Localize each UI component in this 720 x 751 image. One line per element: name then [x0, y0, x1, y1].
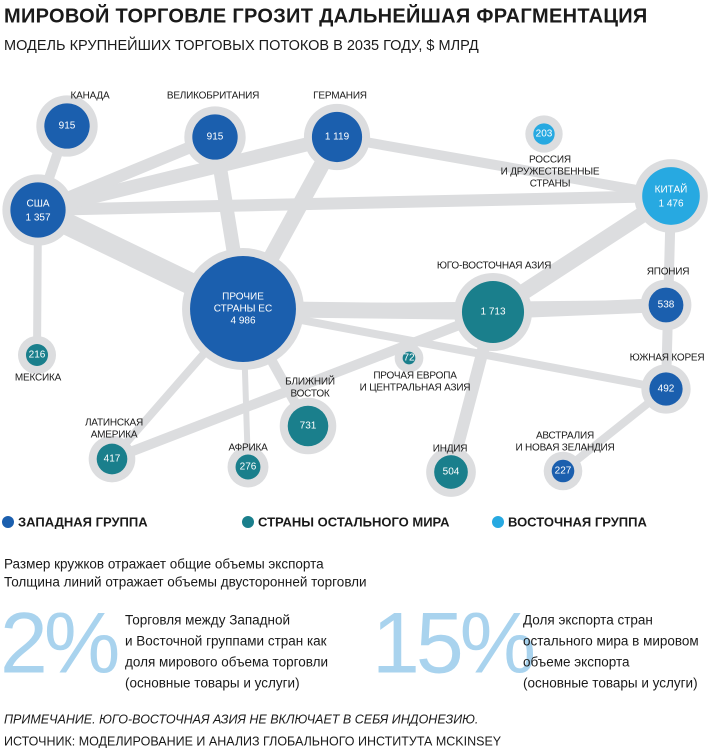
trade-link: [31, 130, 344, 217]
stats: 2% Торговля между Западной и Восточной гру…: [0, 596, 699, 692]
node-label: СТРАНЫ ЕС: [214, 304, 272, 315]
stat-text: Доля экспорта стран: [523, 613, 653, 628]
node-value: 504: [443, 467, 460, 478]
node-bubble: [533, 123, 555, 145]
node-value: 538: [658, 300, 675, 311]
node-label: ПРОЧАЯ ЕВРОПА: [373, 371, 457, 382]
node-bubble: [25, 343, 49, 367]
node-bubble: [44, 103, 90, 149]
node-value: 915: [59, 121, 76, 132]
source: ИСТОЧНИК: МОДЕЛИРОВАНИЕ И АНАЛИЗ ГЛОБАЛЬ…: [4, 734, 502, 748]
trade-link: [32, 190, 677, 216]
node-value: 203: [536, 129, 553, 140]
node-bubble: [402, 351, 416, 365]
node-bubble: [10, 182, 66, 238]
node-bubble: [551, 459, 575, 483]
legend-swatch: [492, 516, 504, 528]
node-value: 1 357: [25, 213, 50, 224]
trade-link: [332, 132, 676, 201]
node-label: ЮГО-ВОСТОЧНАЯ АЗИЯ: [437, 261, 551, 272]
footnote: ПРИМЕЧАНИЕ. ЮГО-ВОСТОЧНАЯ АЗИЯ НЕ ВКЛЮЧА…: [4, 712, 478, 726]
stat-text: Торговля между Западной: [125, 613, 290, 628]
stat-figure: 15%: [372, 596, 534, 692]
node-bubble: [192, 114, 238, 160]
node-value: 417: [104, 454, 121, 465]
node-bubble: [649, 372, 683, 406]
node-label: БЛИЖНИЙ: [285, 375, 335, 388]
node-bubble: [287, 405, 329, 447]
legend-label: ЗАПАДНАЯ ГРУППА: [18, 514, 148, 529]
trade-link: [107, 307, 498, 464]
node-label: И НОВАЯ ЗЕЛАНДИЯ: [515, 443, 614, 454]
node-label: АМЕРИКА: [91, 430, 138, 441]
node-bubble: [642, 167, 700, 225]
node-label: И ДРУЖЕСТВЕННЫЕ: [501, 167, 600, 178]
stat-text: объеме экспорта: [523, 655, 630, 670]
node-value: 72: [403, 353, 415, 364]
legend-swatch: [2, 516, 14, 528]
node-label: ЯПОНИЯ: [647, 267, 690, 278]
node-label: АФРИКА: [228, 443, 268, 454]
stat-text: доля мирового объема торговли: [125, 655, 328, 670]
node-value: 227: [555, 466, 572, 477]
stat-text: и Восточной группами стран как: [125, 634, 327, 649]
node-label: ВОСТОК: [290, 389, 329, 400]
node-bubble: [648, 287, 684, 323]
stat-text: (основные товары и услуги): [523, 676, 698, 691]
node-label: КИТАЙ: [655, 183, 688, 196]
node-value: 276: [240, 462, 257, 473]
node-label: ЮЖНАЯ КОРЕЯ: [630, 353, 705, 364]
node-label: ИНДИЯ: [433, 444, 468, 455]
node-value: 1 119: [325, 132, 350, 143]
note: Размер кружков отражает общие объемы экс…: [4, 557, 324, 572]
node-value: 4 986: [230, 316, 255, 327]
legend-label: ВОСТОЧНАЯ ГРУППА: [508, 514, 647, 529]
trade-link: [239, 305, 670, 393]
stat-text: (основные товары и услуги): [125, 676, 300, 691]
legend-swatch: [242, 516, 254, 528]
stat-figure: 2%: [0, 596, 118, 692]
node-label: США: [26, 199, 49, 210]
node-label: РОССИЯ: [529, 155, 571, 166]
node-value: 1 476: [658, 199, 683, 210]
node-bubble: [235, 454, 261, 480]
node-bubble: [190, 256, 296, 362]
node-value: 492: [658, 384, 675, 395]
node-bubble: [311, 111, 363, 163]
node-label: ГЕРМАНИЯ: [313, 91, 367, 102]
node-label: КАНАДА: [71, 91, 110, 102]
node-label: ВЕЛИКОБРИТАНИЯ: [167, 91, 259, 102]
note: Толщина линий отражает объемы двусторонн…: [4, 575, 367, 590]
node-label: МЕКСИКА: [15, 373, 62, 384]
node-label: И ЦЕНТРАЛЬНАЯ АЗИЯ: [360, 383, 471, 394]
node-value: 216: [29, 350, 46, 361]
legend: ЗАПАДНАЯ ГРУППА СТРАНЫ ОСТАЛЬНОГО МИРА ВОС…: [2, 514, 647, 529]
nodes: 915 КАНАДА 915 ВЕЛИКОБРИТАНИЯ 1 119 ГЕРМАНИЯ С…: [2, 91, 708, 497]
node-bubble: [96, 443, 128, 475]
title: МИРОВОЙ ТОРГОВЛЕ ГРОЗИТ ДАЛЬНЕЙШАЯ ФРАГМ…: [4, 3, 648, 27]
node-label: СТРАНЫ: [530, 179, 571, 190]
node-value: 731: [300, 421, 317, 432]
node-value: 915: [207, 132, 224, 143]
subtitle: МОДЕЛЬ КРУПНЕЙШИХ ТОРГОВЫХ ПОТОКОВ В 203…: [4, 36, 479, 54]
node-value: 1 713: [480, 307, 505, 318]
node-bubble: [434, 455, 468, 489]
node-label: ПРОЧИЕ: [222, 292, 264, 303]
node-label: АВСТРАЛИЯ: [536, 431, 594, 442]
legend-label: СТРАНЫ ОСТАЛЬНОГО МИРА: [258, 514, 450, 529]
node-bubble: [461, 280, 525, 344]
node-label: ЛАТИНСКАЯ: [85, 418, 143, 429]
stat-text: остального мира в мировом: [523, 634, 699, 649]
